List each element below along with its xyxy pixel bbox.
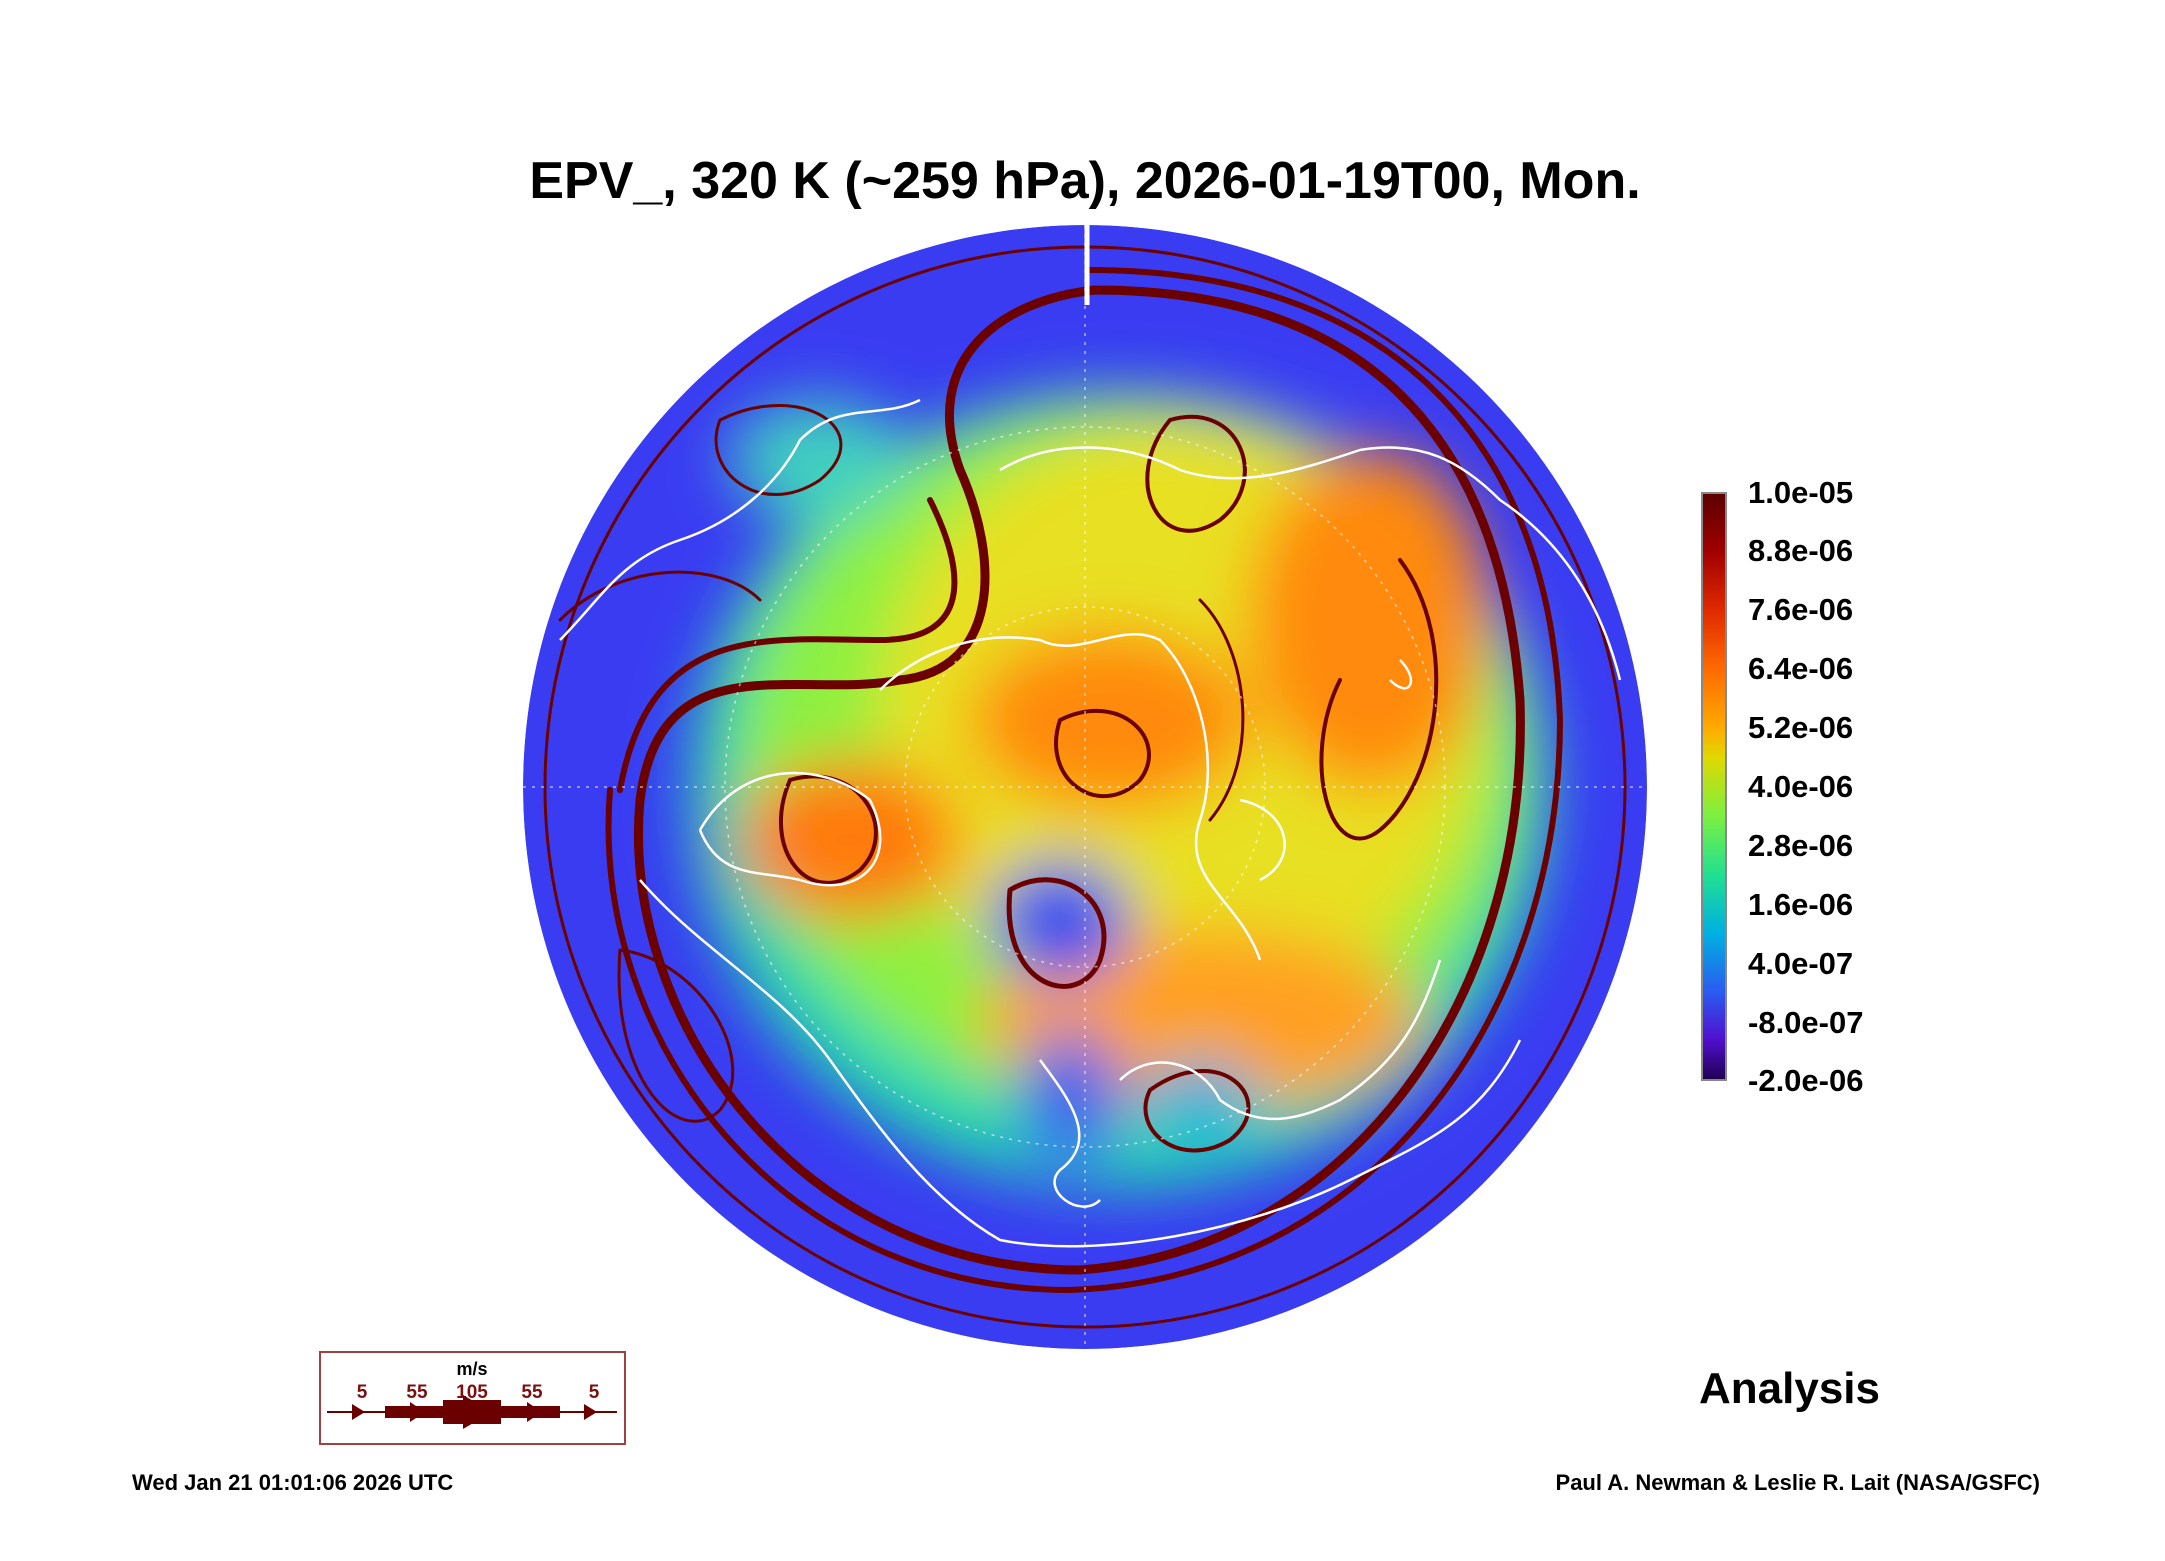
colorbar-label: 5.2e-06: [1748, 710, 1853, 745]
legend-speed: 105: [456, 1382, 488, 1403]
legend-unit: m/s: [456, 1359, 487, 1379]
colorbar-label: 2.8e-06: [1748, 828, 1853, 863]
colorbar-label: -2.0e-06: [1748, 1063, 1863, 1098]
footer-credit: Paul A. Newman & Leslie R. Lait (NASA/GS…: [1556, 1470, 2040, 1495]
footer-timestamp: Wed Jan 21 01:01:06 2026 UTC: [132, 1470, 453, 1495]
colorbar-label: 1.6e-06: [1748, 887, 1853, 922]
colorbar-label: 6.4e-06: [1748, 651, 1853, 686]
legend-speed: 55: [521, 1382, 543, 1403]
wind-speed-legend: m/s 5 55 105 55 5: [319, 1351, 626, 1445]
graticule: [523, 225, 1647, 1349]
colorbar-label: 8.8e-06: [1748, 533, 1853, 568]
legend-arrows: [327, 1395, 617, 1429]
polar-map[interactable]: [523, 225, 1647, 1349]
colorbar-label: -8.0e-07: [1748, 1005, 1863, 1040]
legend-speed: 5: [357, 1382, 368, 1403]
plot-title: EPV_, 320 K (~259 hPa), 2026-01-19T00, M…: [529, 152, 1640, 210]
wind-streamlines: [543, 245, 1627, 1329]
colorbar-label: 4.0e-07: [1748, 946, 1853, 981]
coastlines: [559, 398, 1622, 1248]
colorbar-label: 4.0e-06: [1748, 769, 1853, 804]
analysis-label: Analysis: [1699, 1364, 1880, 1413]
legend-box: [319, 1351, 626, 1445]
legend-speed: 55: [406, 1382, 428, 1403]
legend-speed: 5: [589, 1382, 600, 1403]
colorbar-label: 1.0e-05: [1748, 475, 1853, 510]
colorbar: 1.0e-05 8.8e-06 7.6e-06 6.4e-06 5.2e-06 …: [1701, 475, 1863, 1098]
colorbar-label: 7.6e-06: [1748, 592, 1853, 627]
colorbar-gradient: [1701, 492, 1727, 1081]
